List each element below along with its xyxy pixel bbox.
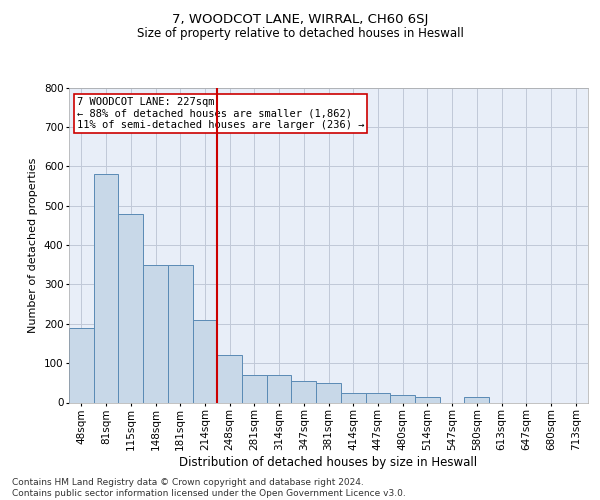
Bar — [341, 392, 365, 402]
Bar — [94, 174, 118, 402]
Bar — [143, 264, 168, 402]
Bar — [193, 320, 217, 402]
Text: 7 WOODCOT LANE: 227sqm
← 88% of detached houses are smaller (1,862)
11% of semi-: 7 WOODCOT LANE: 227sqm ← 88% of detached… — [77, 97, 364, 130]
Bar — [242, 375, 267, 402]
Text: 7, WOODCOT LANE, WIRRAL, CH60 6SJ: 7, WOODCOT LANE, WIRRAL, CH60 6SJ — [172, 12, 428, 26]
Bar — [69, 328, 94, 402]
Bar — [217, 355, 242, 403]
Bar — [464, 396, 489, 402]
Bar — [292, 381, 316, 402]
Bar — [415, 396, 440, 402]
Bar — [316, 383, 341, 402]
Text: Contains HM Land Registry data © Crown copyright and database right 2024.
Contai: Contains HM Land Registry data © Crown c… — [12, 478, 406, 498]
Bar — [168, 264, 193, 402]
Text: Size of property relative to detached houses in Heswall: Size of property relative to detached ho… — [137, 28, 463, 40]
Bar — [390, 394, 415, 402]
Y-axis label: Number of detached properties: Number of detached properties — [28, 158, 38, 332]
Bar — [365, 392, 390, 402]
Bar — [267, 375, 292, 402]
X-axis label: Distribution of detached houses by size in Heswall: Distribution of detached houses by size … — [179, 456, 478, 468]
Bar — [118, 214, 143, 402]
